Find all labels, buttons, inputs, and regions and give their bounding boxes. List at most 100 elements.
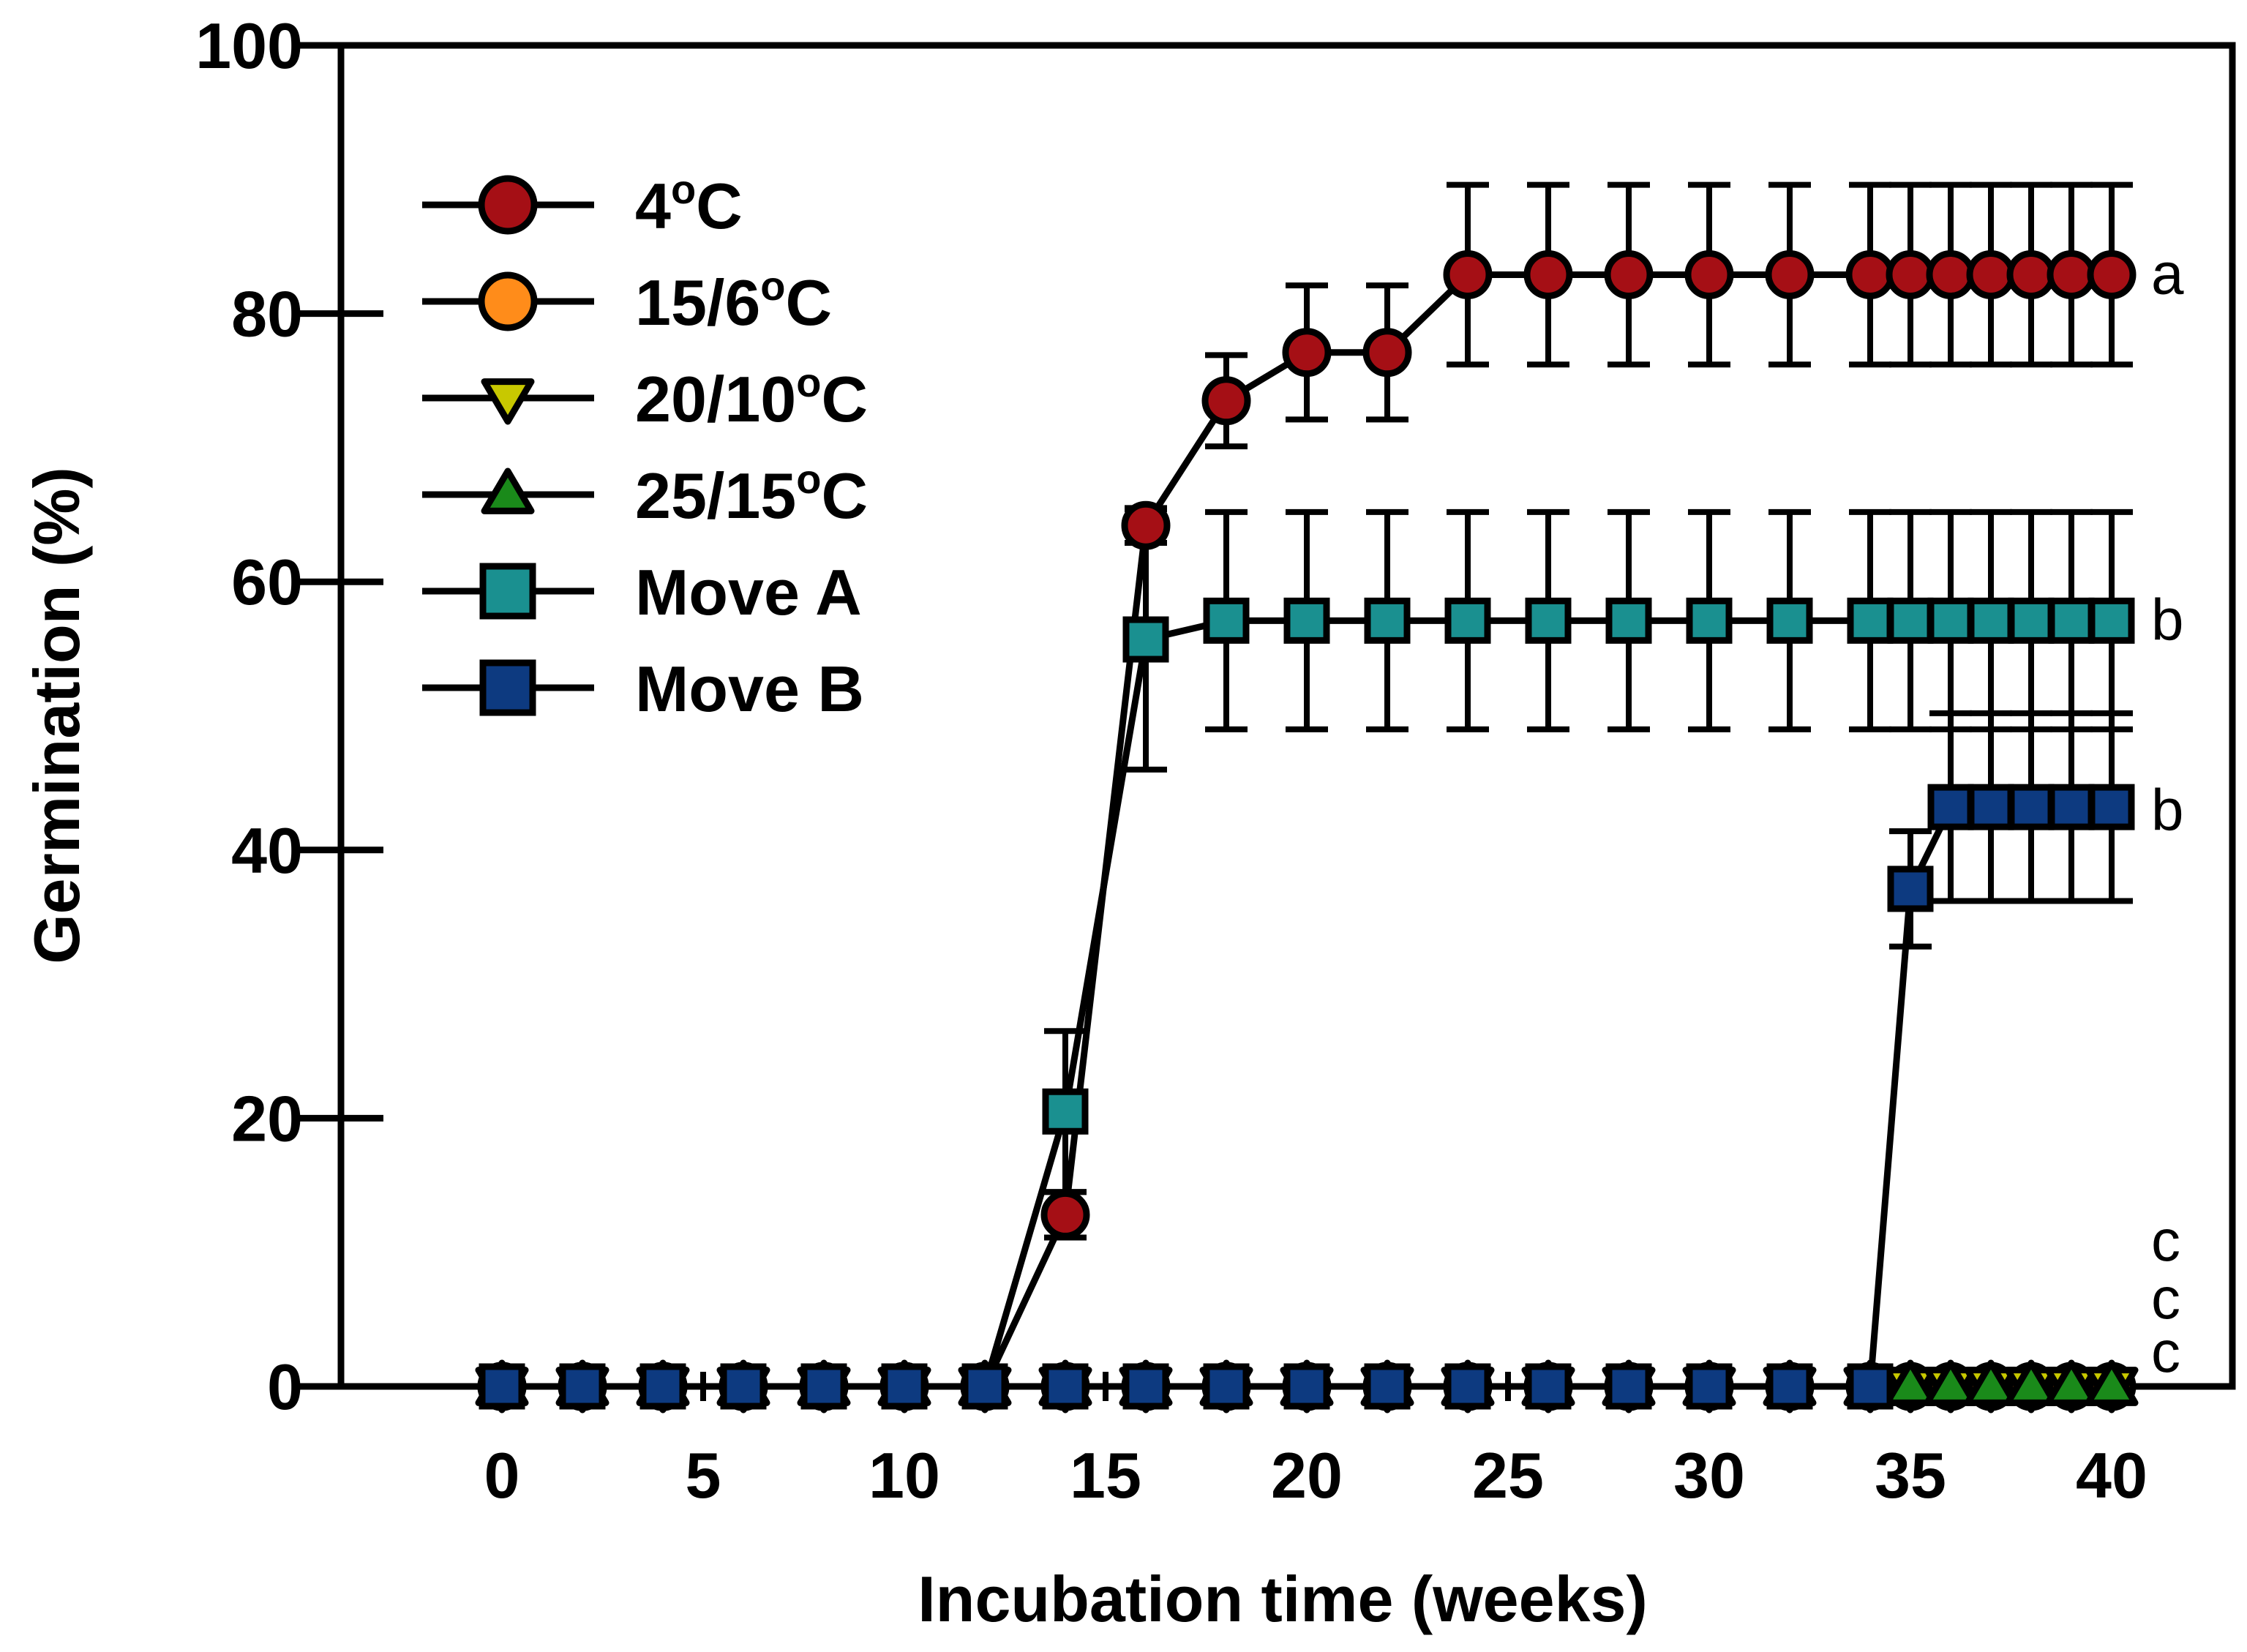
x-tick-label: 20 [1271, 1439, 1343, 1512]
data-point [1444, 597, 1491, 644]
data-point [1766, 1363, 1813, 1410]
data-point [1927, 784, 1974, 830]
data-point [1364, 597, 1411, 644]
data-point [1967, 597, 2014, 644]
data-point [1443, 249, 1493, 299]
legend-marker [479, 563, 536, 620]
data-point [1927, 597, 1974, 644]
legend-item: 20/10oC [422, 359, 868, 435]
significance-letters: a b b ccc [2151, 241, 2184, 1384]
data-point [1966, 249, 2016, 299]
data-point [1845, 249, 1895, 299]
data-point [1203, 1363, 1250, 1410]
axes: 0 20 40 60 80 100 0 5 10 15 20 25 30 35 40 [195, 10, 2236, 1512]
data-point [1967, 784, 2014, 830]
legend-marker [481, 378, 535, 425]
data-point [2085, 1359, 2139, 1406]
data-point [1887, 866, 1934, 912]
data-point [1684, 249, 1734, 299]
x-tick-label: 40 [2076, 1439, 2147, 1512]
legend-item: 15/6oC [422, 263, 832, 339]
data-point [1525, 1363, 1572, 1410]
data-point [800, 1363, 847, 1410]
data-point [1847, 597, 1894, 644]
data-point [1887, 597, 1934, 644]
series-line [502, 271, 2112, 1390]
legend-item: Move B [422, 653, 864, 725]
data-point [1201, 376, 1251, 426]
legend-item: 25/15oC [422, 456, 868, 532]
data-point [1686, 597, 1733, 644]
data-point [881, 1363, 928, 1410]
data-point [1042, 1088, 1089, 1135]
significance-letter: b [2151, 778, 2184, 843]
y-tick-label: 20 [231, 1082, 303, 1154]
significance-letter: a [2151, 241, 2184, 306]
data-point [1121, 500, 1171, 550]
data-point [2087, 249, 2137, 299]
data-point [2088, 597, 2135, 644]
data-point [1766, 597, 1813, 644]
y-tick-label: 60 [231, 546, 303, 618]
legend-label: 4oC [635, 166, 743, 242]
y-tick-label: 80 [231, 278, 303, 350]
data-point [1765, 249, 1815, 299]
legend-marker [479, 659, 536, 716]
x-tick-label: 10 [869, 1439, 940, 1512]
legend-marker [478, 271, 538, 331]
data-point [2006, 249, 2056, 299]
legend-label: 15/6oC [635, 263, 832, 339]
y-tick-label: 0 [267, 1351, 303, 1423]
y-tick-label: 100 [195, 10, 303, 82]
data-point [1924, 1359, 1978, 1406]
series-move-b-markers [479, 784, 2135, 1410]
data-point [1122, 1363, 1169, 1410]
significance-letter: c [2151, 1319, 2180, 1384]
data-point [2044, 1359, 2098, 1406]
data-point [1686, 1363, 1733, 1410]
data-point [2008, 784, 2055, 830]
data-point [1122, 616, 1169, 663]
data-point [1964, 1359, 2018, 1406]
series-layer [475, 181, 2139, 1413]
data-point [1523, 249, 1573, 299]
x-tick-label: 35 [1875, 1439, 1946, 1512]
data-point [1525, 597, 1572, 644]
series-move-b-lines [502, 710, 2133, 1390]
x-tick-label: 15 [1070, 1439, 1141, 1512]
legend-label: 20/10oC [635, 359, 868, 435]
x-tick-label: 0 [484, 1439, 520, 1512]
data-point [2047, 249, 2096, 299]
legend-marker [478, 175, 538, 235]
legend-marker [481, 468, 535, 514]
data-point [1847, 1363, 1894, 1410]
y-axis-title: Germination (%) [20, 467, 93, 964]
data-point [559, 1363, 606, 1410]
legend: 4oC 15/6oC 20/10oC 25/15oC Move A Move B [422, 166, 868, 725]
data-point [1883, 1359, 1937, 1406]
x-tick-label: 25 [1472, 1439, 1544, 1512]
data-point [2048, 784, 2095, 830]
data-point [639, 1363, 686, 1410]
data-point [2088, 784, 2135, 830]
data-point [1886, 249, 1935, 299]
data-point [2048, 597, 2095, 644]
legend-label: Move A [635, 556, 862, 628]
legend-item: Move A [422, 556, 862, 628]
data-point [1605, 1363, 1652, 1410]
data-point [1283, 597, 1330, 644]
data-point [1444, 1363, 1491, 1410]
data-point [1282, 328, 1332, 378]
data-point [1040, 1190, 1090, 1239]
data-point [720, 1363, 767, 1410]
data-point [1605, 597, 1652, 644]
legend-label: 25/15oC [635, 456, 868, 532]
data-point [2004, 1359, 2058, 1406]
legend-item: 4oC [422, 166, 743, 242]
series-line [502, 803, 2112, 1390]
series-line [502, 617, 2112, 1390]
significance-letter: c [2151, 1266, 2180, 1331]
data-point [479, 1363, 525, 1410]
data-point [961, 1363, 1008, 1410]
